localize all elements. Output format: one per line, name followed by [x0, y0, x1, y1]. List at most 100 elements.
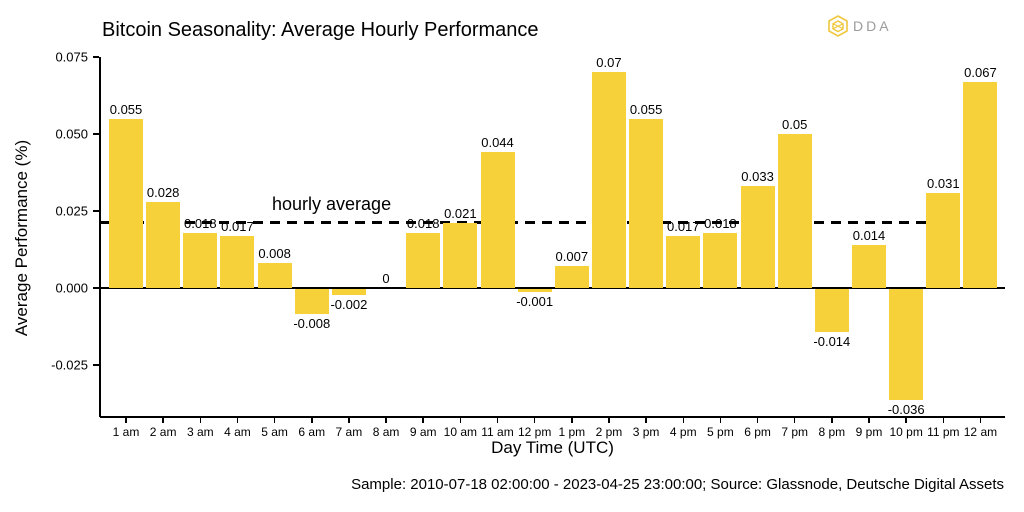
x-tick-label: 7 am [335, 425, 363, 439]
bar-2am [146, 201, 181, 288]
bar-4am [220, 235, 255, 288]
y-tick-label: -0.025 [51, 357, 88, 373]
x-tick [459, 417, 462, 423]
x-tick [682, 417, 684, 423]
bar-6pm [740, 186, 775, 288]
x-tick-label: 7 pm [781, 425, 809, 439]
x-tick [645, 417, 647, 423]
bar-value-label: 0.021 [444, 206, 477, 222]
bar-value-label: -0.002 [330, 297, 368, 313]
x-tick-label: 2 pm [595, 425, 623, 439]
y-tick [92, 133, 99, 135]
x-tick-label: 10 pm [889, 425, 923, 439]
bar-1am [109, 118, 143, 288]
x-tick-label: 12 pm [517, 425, 552, 439]
hourly-average-line [100, 221, 997, 224]
y-tick-label: 0.025 [55, 203, 88, 219]
x-tick [385, 417, 387, 423]
x-tick-label: 8 pm [818, 425, 846, 439]
x-tick-label: 2 am [149, 425, 177, 439]
bar-value-label: 0.033 [741, 169, 774, 185]
bar-value-label: -0.014 [813, 334, 851, 350]
bar-12am [963, 81, 998, 288]
bar-1pm [554, 266, 589, 288]
y-tick [92, 56, 99, 58]
x-tick [496, 417, 499, 423]
bar-4pm [666, 235, 701, 288]
x-tick-label: 4 pm [669, 425, 697, 439]
y-tick [92, 210, 99, 212]
x-tick [831, 417, 833, 423]
x-tick-label: 12 am [963, 425, 998, 439]
zero-line [100, 287, 1005, 289]
x-tick [273, 417, 276, 423]
x-tick [236, 417, 239, 423]
bar-value-label: -0.001 [516, 294, 554, 310]
bar-value-label: 0.055 [109, 101, 143, 117]
bar-value-label: 0.017 [221, 218, 254, 234]
bar-value-label: 0 [382, 271, 390, 286]
x-tick-label: 1 pm [558, 425, 586, 439]
bar-7am [331, 289, 366, 296]
bar-value-label: -0.008 [293, 315, 331, 331]
x-tick-label: 9 am [409, 425, 437, 439]
x-tick-label: 5 pm [707, 425, 734, 439]
bar-value-label: -0.036 [887, 401, 925, 417]
bar-value-label: 0.018 [704, 215, 737, 231]
y-tick-label: 0.000 [55, 280, 88, 296]
x-tick [533, 417, 536, 423]
x-tick-label: 6 am [298, 425, 326, 439]
bar-value-label: 0.05 [782, 117, 808, 132]
x-tick [199, 417, 202, 423]
hourly-average-annotation: hourly average [272, 194, 392, 214]
bar-6am [294, 289, 329, 314]
hexagon-cube-icon [828, 15, 848, 37]
x-tick-label: 4 am [224, 425, 251, 439]
y-tick [92, 287, 99, 289]
bar-value-label: 0.007 [555, 249, 589, 265]
bar-3am [183, 232, 218, 288]
x-tick-label: 6 pm [744, 425, 771, 439]
bar-value-label: 0.018 [184, 215, 217, 231]
x-tick-label: 8 am [372, 425, 400, 439]
source-caption: Sample: 2010-07-18 02:00:00 - 2023-04-25… [351, 476, 1004, 493]
chart-title: Bitcoin Seasonality: Average Hourly Perf… [102, 19, 539, 41]
x-axis-title: Day Time (UTC) [491, 438, 614, 457]
y-axis-title: Average Performance (%) [12, 139, 31, 337]
x-tick [422, 417, 424, 423]
bar-value-label: 0.07 [596, 55, 622, 71]
x-tick-label: 3 pm [632, 425, 660, 439]
bar-value-label: 0.028 [146, 184, 180, 200]
bar-5pm [703, 232, 738, 288]
bar-5am [257, 263, 292, 288]
x-tick-label: 5 am [261, 425, 288, 439]
x-tick [348, 417, 350, 423]
bar-3pm [629, 118, 664, 288]
x-tick-label: 10 am [443, 425, 478, 439]
x-tick [793, 417, 796, 423]
x-tick [756, 417, 759, 423]
bar-value-label: 0.031 [927, 175, 960, 191]
bar-9pm [852, 244, 886, 288]
logo-text: DDA [853, 18, 892, 34]
y-tick [92, 364, 99, 366]
bar-value-label: 0.014 [852, 227, 886, 243]
x-tick-label: 1 am [112, 425, 140, 439]
bar-12pm [517, 289, 552, 293]
dda-logo: DDA [828, 15, 892, 37]
bar-value-label: 0.044 [481, 135, 514, 151]
x-axis-line [100, 416, 1005, 418]
x-tick [868, 417, 870, 423]
bar-9am [406, 232, 441, 288]
y-axis-line [98, 57, 101, 417]
x-tick [311, 417, 313, 423]
x-tick [719, 417, 722, 423]
bar-value-label: 0.008 [258, 246, 291, 262]
x-tick [125, 417, 127, 423]
x-tick [979, 417, 982, 423]
x-tick [162, 417, 164, 423]
x-tick [942, 417, 945, 423]
bar-value-label: 0.055 [629, 101, 663, 117]
bar-11am [480, 152, 515, 288]
